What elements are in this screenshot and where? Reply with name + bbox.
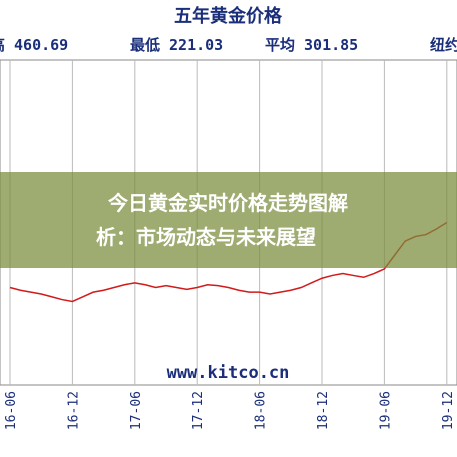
- stat-label: 最低 221.03: [130, 36, 223, 54]
- x-tick-label: 17-06: [129, 391, 144, 430]
- stat-label: 平均 301.85: [265, 36, 358, 54]
- overlay-band: [0, 172, 457, 268]
- overlay-line: 今日黄金实时价格走势图解: [108, 191, 348, 215]
- x-tick-label: 17-12: [191, 391, 206, 430]
- price-line: [9, 221, 448, 303]
- overlay-line: 析：市场动态与未来展望: [96, 225, 316, 249]
- x-tick-label: 16-12: [66, 391, 81, 430]
- stat-label: 纽约: [430, 36, 457, 54]
- x-tick-label: 18-06: [254, 391, 269, 430]
- x-tick-label: 19-06: [378, 391, 393, 430]
- x-tick-label: 16-06: [4, 391, 19, 430]
- stat-label: 高 460.69: [0, 36, 68, 54]
- x-tick-label: 19-12: [441, 391, 456, 430]
- x-tick-label: 18-12: [316, 391, 331, 430]
- chart-title: 五年黄金价格: [174, 5, 283, 27]
- watermark: www.kitco.cn: [167, 363, 290, 383]
